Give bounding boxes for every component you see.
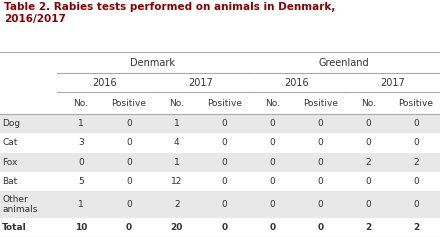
Text: Total: Total [2,223,27,232]
Bar [0,114,440,133]
Text: 0: 0 [126,223,132,232]
Text: Greenland: Greenland [319,58,370,68]
Text: 0: 0 [317,223,323,232]
Text: 0: 0 [270,119,275,128]
Text: 4: 4 [174,138,180,147]
Text: 0: 0 [270,158,275,167]
Text: 0: 0 [318,119,323,128]
Text: 0: 0 [413,200,419,209]
Text: 0: 0 [126,177,132,186]
Text: 2: 2 [413,158,419,167]
Text: 0: 0 [78,158,84,167]
Text: Denmark: Denmark [130,58,176,68]
Text: 1: 1 [78,200,84,209]
Text: 0: 0 [126,119,132,128]
Text: 0: 0 [222,200,227,209]
Text: 0: 0 [126,158,132,167]
Text: Positive: Positive [111,99,147,108]
Text: Positive: Positive [207,99,242,108]
Text: 0: 0 [318,158,323,167]
Text: Dog: Dog [2,119,20,128]
Text: No.: No. [73,99,88,108]
Text: 2016: 2016 [93,78,117,88]
Text: 0: 0 [318,177,323,186]
Text: No.: No. [169,99,184,108]
Text: 2: 2 [174,200,180,209]
Text: 20: 20 [171,223,183,232]
Text: 5: 5 [78,177,84,186]
Text: 0: 0 [413,177,419,186]
Text: 2: 2 [413,223,419,232]
Text: 1: 1 [174,158,180,167]
Text: 0: 0 [222,158,227,167]
Text: 3: 3 [78,138,84,147]
Text: Positive: Positive [399,99,433,108]
Text: No.: No. [265,99,280,108]
Bar [0,218,440,237]
Text: 0: 0 [270,138,275,147]
Bar [0,153,440,172]
Text: 0: 0 [365,119,371,128]
Text: Other
animals: Other animals [2,195,37,214]
Text: 0: 0 [270,200,275,209]
Bar [0,172,440,191]
Text: Bat: Bat [2,177,18,186]
Text: 0: 0 [126,138,132,147]
Text: 0: 0 [222,119,227,128]
Text: 1: 1 [174,119,180,128]
Text: 0: 0 [318,200,323,209]
Text: 2017: 2017 [380,78,404,88]
Text: 2017: 2017 [188,78,213,88]
Text: 0: 0 [318,138,323,147]
Text: Cat: Cat [2,138,18,147]
Text: 0: 0 [222,177,227,186]
Text: 0: 0 [126,200,132,209]
Text: 1: 1 [78,119,84,128]
Text: 0: 0 [269,223,275,232]
Text: 2016: 2016 [284,78,309,88]
Text: 0: 0 [270,177,275,186]
Text: 2: 2 [365,158,371,167]
Text: No.: No. [361,99,376,108]
Text: 0: 0 [413,119,419,128]
Bar [0,133,440,153]
Text: 0: 0 [365,200,371,209]
Text: 0: 0 [222,138,227,147]
Text: 0: 0 [365,177,371,186]
Text: Table 2. Rabies tests performed on animals in Denmark,
2016/2017: Table 2. Rabies tests performed on anima… [4,2,336,24]
Text: Positive: Positive [303,99,338,108]
Text: 0: 0 [365,138,371,147]
Text: Fox: Fox [2,158,18,167]
Text: 2: 2 [365,223,371,232]
Text: 0: 0 [413,138,419,147]
Text: 0: 0 [222,223,228,232]
Text: 12: 12 [171,177,183,186]
Text: 10: 10 [75,223,87,232]
